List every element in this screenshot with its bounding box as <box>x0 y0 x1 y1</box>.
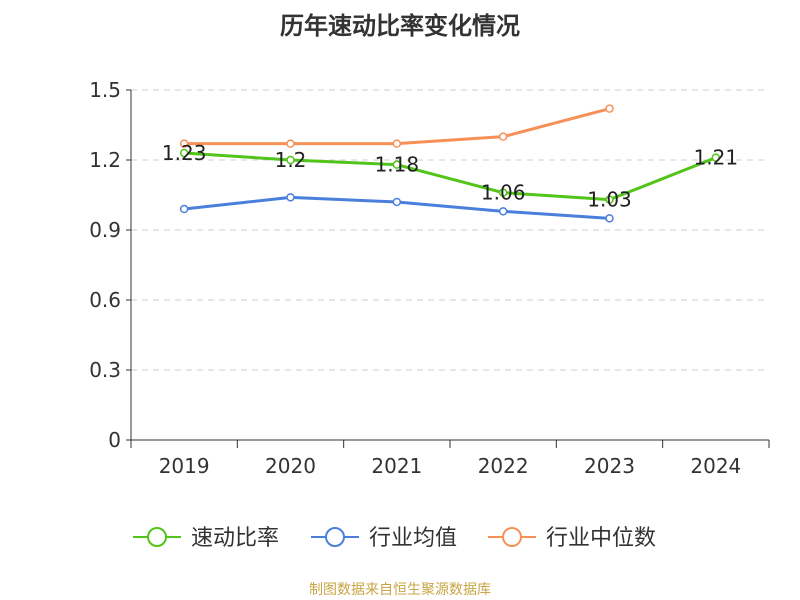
y-tick-label: 0 <box>108 428 121 452</box>
data-point <box>605 195 614 204</box>
y-tick-label: 1.2 <box>89 148 121 172</box>
data-point <box>286 139 295 148</box>
series-line <box>184 151 717 202</box>
data-point <box>392 197 402 207</box>
x-tick-label: 2022 <box>478 454 529 478</box>
legend-marker <box>502 527 522 547</box>
data-point <box>498 188 508 197</box>
y-tick-label: 0.9 <box>89 218 121 242</box>
x-tick-label: 2019 <box>159 454 210 478</box>
series-2 <box>179 104 614 148</box>
data-point <box>498 132 508 141</box>
data-point <box>498 207 508 216</box>
x-tick-label: 2020 <box>265 454 316 478</box>
data-point <box>286 193 295 202</box>
x-tick-label: 2021 <box>371 454 422 478</box>
y-tick-label: 1.5 <box>89 78 121 102</box>
data-point <box>286 155 295 165</box>
data-label: 1.18 <box>375 153 420 177</box>
legend-label: 速动比率 <box>191 526 279 551</box>
data-point <box>392 160 402 169</box>
legend-label: 行业中位数 <box>546 526 656 551</box>
data-label: 1.06 <box>481 181 526 205</box>
data-point <box>179 148 189 158</box>
data-label: 1.21 <box>694 146 739 170</box>
legend-item-0: 速动比率 <box>133 526 279 551</box>
x-tick-label: 2024 <box>690 454 741 478</box>
data-point <box>179 204 189 214</box>
data-labels: 1.23 1.2 1.18 1.06 1.03 1.21 <box>162 141 738 212</box>
series-lines <box>179 104 721 223</box>
data-label: 1.2 <box>275 148 307 172</box>
data-point <box>711 153 721 162</box>
data-label: 1.03 <box>587 188 632 212</box>
axes: 0 0.3 0.6 0.9 1.2 1.5 2019 2020 2021 2022 2023 2024 <box>89 78 770 478</box>
series-0 <box>179 148 721 204</box>
data-point <box>179 139 189 148</box>
data-label: 1.23 <box>162 141 207 165</box>
legend-item-2: 行业中位数 <box>488 526 656 551</box>
data-point <box>605 214 614 223</box>
series-line <box>184 107 610 146</box>
data-point <box>605 104 614 113</box>
legend-marker <box>325 527 345 547</box>
y-tick-label: 0.6 <box>89 288 121 312</box>
legend-marker <box>147 527 167 547</box>
legend-label: 行业均值 <box>369 526 457 551</box>
legend-item-1: 行业均值 <box>311 526 457 551</box>
legend: 速动比率 行业均值 行业中位数 <box>133 526 656 551</box>
source-note: 制图数据来自恒生聚源数据库 <box>309 582 491 598</box>
grid-lines <box>131 89 769 371</box>
data-point <box>392 139 402 148</box>
series-1 <box>179 193 614 223</box>
x-tick-label: 2023 <box>584 454 635 478</box>
y-tick-label: 0.3 <box>89 358 121 382</box>
chart-title: 历年速动比率变化情况 <box>280 12 520 40</box>
